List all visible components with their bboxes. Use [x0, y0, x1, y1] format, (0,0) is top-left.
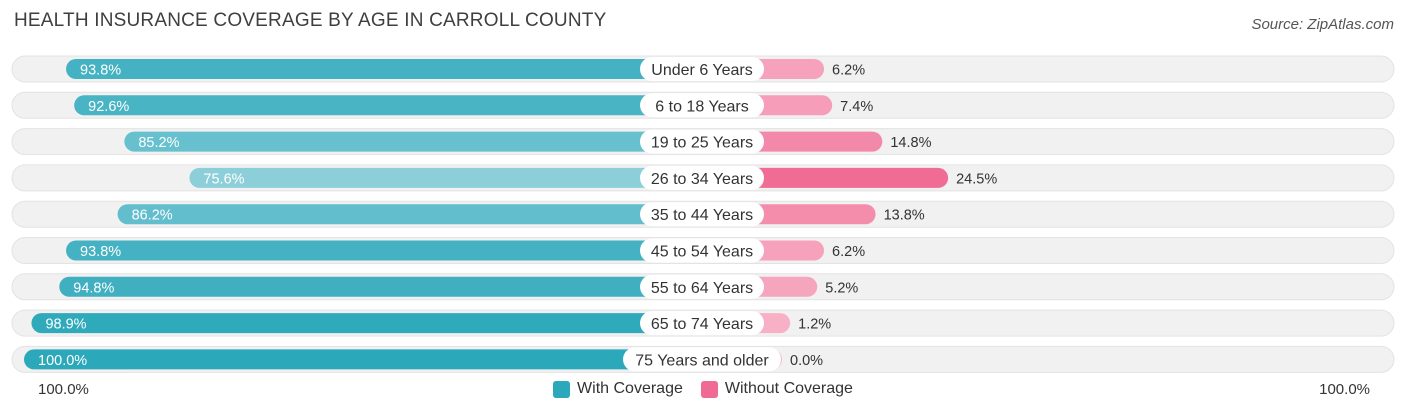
with-coverage-value-label: 98.9%: [45, 317, 86, 333]
without-coverage-value-label: 1.2%: [798, 317, 831, 333]
category-pill: [640, 57, 764, 81]
category-pill: [640, 165, 764, 190]
axis-right-label: 100.0%: [1319, 381, 1370, 398]
with-coverage-swatch: [553, 380, 571, 398]
with-coverage-bar: [24, 349, 702, 370]
without-coverage-value-label: 6.2%: [832, 63, 865, 79]
category-label: 6 to 18 Years: [655, 98, 748, 115]
legend-with-coverage: With Coverage: [553, 380, 683, 398]
category-label: 26 to 34 Years: [651, 171, 753, 188]
axis-left-label: 100.0%: [38, 381, 89, 398]
category-label: 75 Years and older: [635, 352, 769, 369]
without-coverage-value-label: 13.8%: [884, 208, 925, 224]
without-coverage-value-label: 0.0%: [790, 353, 823, 369]
category-label: 55 to 64 Years: [651, 280, 753, 297]
with-coverage-bar: [117, 204, 702, 225]
category-label: 45 to 54 Years: [651, 244, 753, 261]
with-coverage-bar: [189, 167, 702, 188]
category-pill: [640, 274, 764, 299]
without-coverage-value-label: 24.5%: [956, 171, 997, 187]
category-label: Under 6 Years: [651, 62, 752, 79]
with-coverage-bar: [66, 59, 702, 79]
with-coverage-value-label: 93.8%: [80, 244, 121, 260]
with-coverage-bar: [74, 95, 702, 116]
without-coverage-value-label: 7.4%: [840, 99, 873, 115]
category-label: 35 to 44 Years: [651, 207, 753, 224]
legend-without-label: Without Coverage: [724, 380, 853, 397]
source-credit: Source: ZipAtlas.com: [1251, 16, 1394, 33]
category-label: 19 to 25 Years: [651, 135, 753, 152]
category-pill: [640, 129, 764, 154]
category-pill: [640, 311, 764, 336]
category-pill: [640, 93, 764, 118]
with-coverage-bar: [124, 131, 703, 152]
category-pill: [640, 202, 764, 227]
with-coverage-value-label: 93.8%: [80, 63, 121, 79]
without-coverage-swatch: [700, 380, 718, 398]
category-pill: [640, 238, 764, 263]
legend-with-label: With Coverage: [577, 380, 683, 397]
category-pill: [623, 347, 781, 372]
with-coverage-value-label: 92.6%: [88, 99, 129, 115]
category-label: 65 to 74 Years: [651, 316, 753, 333]
without-coverage-value-label: 14.8%: [890, 135, 931, 151]
with-coverage-value-label: 85.2%: [138, 135, 179, 151]
with-coverage-value-label: 100.0%: [38, 353, 87, 369]
with-coverage-value-label: 75.6%: [203, 171, 244, 187]
with-coverage-value-label: 86.2%: [132, 208, 173, 224]
without-coverage-value-label: 6.2%: [832, 244, 865, 260]
chart-title: HEALTH INSURANCE COVERAGE BY AGE IN CARR…: [14, 10, 607, 31]
without-coverage-value-label: 5.2%: [825, 280, 858, 296]
with-coverage-bar: [59, 276, 703, 297]
legend-without-coverage: Without Coverage: [700, 380, 853, 398]
legend: With Coverage Without Coverage: [0, 380, 1406, 398]
with-coverage-value-label: 94.8%: [73, 280, 114, 296]
with-coverage-bar: [31, 313, 702, 334]
with-coverage-bar: [66, 240, 702, 261]
